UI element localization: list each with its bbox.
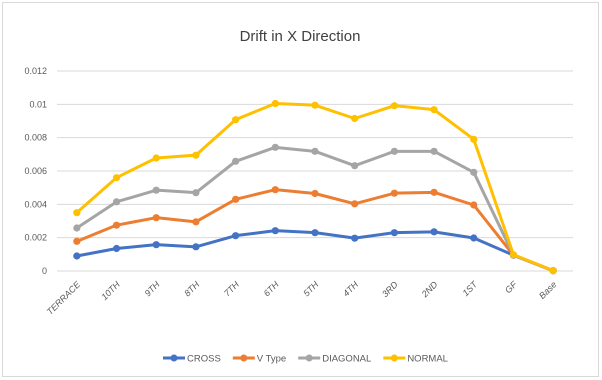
- data-point: [311, 189, 319, 198]
- y-tick-label: 0.01: [29, 99, 47, 109]
- x-tick-label: 5TH: [301, 279, 320, 298]
- x-tick-label: 3RD: [380, 279, 400, 299]
- data-point: [390, 189, 398, 197]
- chart-title: Drift in X Direction: [240, 28, 361, 45]
- x-axis-ticks: TERRACE 10TH 9TH 8TH 7TH 6TH 5TH 4TH 3RD 2ND 1ST GF…: [45, 278, 559, 317]
- data-point: [232, 232, 240, 240]
- x-tick-label: Base: [537, 279, 559, 301]
- data-point: [152, 241, 160, 249]
- legend-swatch-marker: [305, 354, 313, 362]
- data-point: [390, 102, 398, 110]
- data-point: [192, 218, 200, 226]
- series-cross: [73, 227, 557, 275]
- data-point: [232, 157, 240, 165]
- legend-item: CROSS: [163, 354, 221, 365]
- data-point: [73, 209, 81, 217]
- data-point: [430, 147, 438, 155]
- data-point: [351, 162, 359, 170]
- series-normal: [73, 99, 557, 275]
- series-line: [75, 229, 555, 273]
- data-point: [311, 147, 319, 155]
- legend-swatch-marker: [390, 354, 398, 362]
- data-point: [73, 224, 81, 232]
- data-point: [470, 168, 478, 176]
- data-point: [152, 214, 160, 222]
- data-point: [430, 188, 438, 196]
- data-point: [311, 229, 319, 237]
- data-point: [549, 267, 557, 275]
- series-v-type: [73, 186, 557, 275]
- gridlines: [57, 70, 573, 272]
- data-point: [271, 186, 279, 194]
- x-tick-label: 10TH: [99, 279, 122, 302]
- x-tick-label: TERRACE: [45, 279, 83, 317]
- data-point: [112, 221, 121, 229]
- data-point: [351, 234, 359, 242]
- data-point: [430, 228, 438, 236]
- legend-item: V Type: [232, 354, 286, 365]
- chart-area: Drift in X Direction 0 0.002 0.004 0.006 0.0…: [2, 2, 599, 377]
- legend-label: DIAGONAL: [322, 354, 371, 365]
- series-diagonal: [73, 143, 557, 275]
- data-point: [232, 116, 240, 124]
- data-point: [271, 227, 279, 235]
- legend-label: CROSS: [187, 354, 221, 365]
- x-tick-label: GF: [503, 279, 519, 295]
- data-point: [192, 243, 200, 251]
- legend-item: DIAGONAL: [298, 354, 371, 365]
- data-point: [112, 244, 121, 253]
- data-point: [152, 154, 160, 162]
- x-tick-label: 1ST: [460, 278, 480, 298]
- data-point: [470, 201, 478, 209]
- data-point: [351, 114, 359, 123]
- data-point: [112, 174, 121, 182]
- data-point: [470, 234, 478, 242]
- legend-label: NORMAL: [407, 354, 448, 365]
- drift-line-chart: Drift in X Direction 0 0.002 0.004 0.006 0.0…: [24, 28, 573, 365]
- data-point: [192, 189, 200, 197]
- data-point: [232, 195, 240, 203]
- x-tick-label: 4TH: [341, 279, 360, 298]
- legend-label: V Type: [257, 354, 286, 365]
- x-tick-label: 8TH: [182, 279, 201, 298]
- data-point: [271, 99, 279, 108]
- y-tick-label: 0.008: [24, 133, 47, 143]
- data-point: [271, 143, 279, 151]
- data-point: [112, 198, 121, 206]
- y-tick-label: 0.004: [24, 199, 47, 209]
- data-point: [192, 151, 200, 159]
- y-tick-label: 0: [42, 266, 47, 276]
- x-tick-label: 9TH: [143, 279, 162, 298]
- data-point: [311, 101, 319, 109]
- series-lines: [73, 99, 557, 275]
- x-tick-label: 2ND: [419, 279, 440, 300]
- legend-swatch-marker: [240, 354, 248, 362]
- data-point: [470, 135, 478, 143]
- legend-item: NORMAL: [383, 354, 448, 365]
- y-tick-label: 0.006: [24, 166, 47, 176]
- data-point: [351, 200, 359, 208]
- data-point: [390, 147, 398, 155]
- data-point: [390, 229, 398, 237]
- data-point: [152, 186, 160, 194]
- y-tick-label: 0.002: [24, 233, 47, 243]
- data-point: [73, 237, 81, 245]
- legend: CROSS V Type DIAGONAL NORMAL: [163, 354, 448, 365]
- data-point: [509, 251, 518, 259]
- legend-swatch-marker: [170, 354, 178, 362]
- x-tick-label: 7TH: [222, 279, 241, 298]
- x-tick-label: 6TH: [262, 279, 281, 298]
- y-axis-ticks: 0 0.002 0.004 0.006 0.008 0.01 0.012: [24, 66, 47, 276]
- data-point: [430, 106, 438, 114]
- y-tick-label: 0.012: [24, 66, 47, 76]
- data-point: [73, 252, 81, 260]
